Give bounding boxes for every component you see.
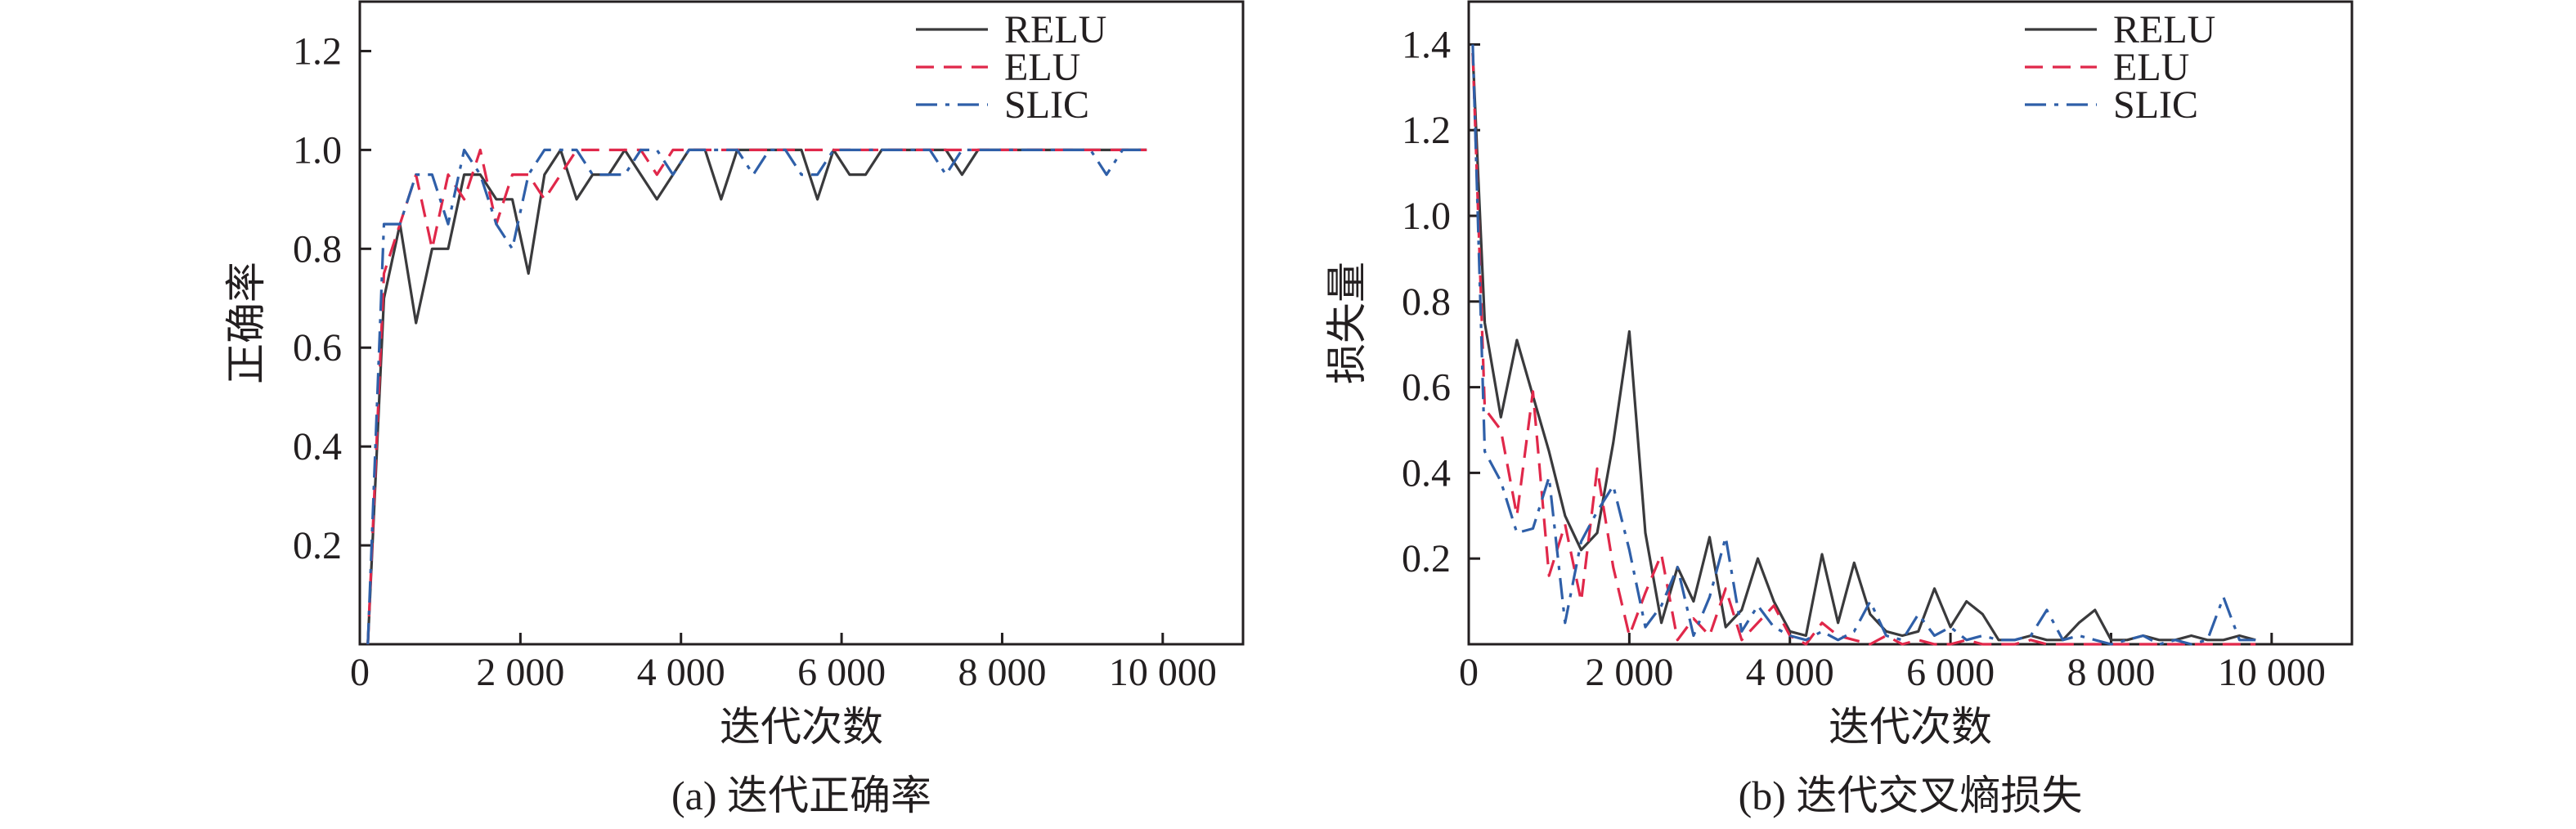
x-tick-label: 6 000 (797, 651, 886, 694)
y-tick-label: 0.2 (293, 524, 342, 567)
y-tick-label: 0.4 (1402, 451, 1451, 495)
x-tick-label: 2 000 (476, 651, 564, 694)
x-axis-label: 迭代次数 (720, 704, 883, 750)
axis-ticks: 0 2 000 4 000 6 000 8 000 10 000 0.2 0.4 0.6 0.8 1… (1402, 23, 2326, 694)
series-line-slic (1471, 44, 2256, 646)
plot-frame (1467, 0, 2354, 646)
accuracy-chart: 0 2 000 4 000 6 000 8 000 10 000 0.2 0.4 0.6 0.8 1… (223, 0, 1245, 818)
y-tick-label: 1.4 (1402, 23, 1451, 66)
x-tick-label: 4 000 (1746, 651, 1834, 694)
series-line-elu (1471, 52, 2256, 646)
series-line-relu (366, 148, 1147, 645)
legend-label-elu: ELU (2113, 46, 2189, 89)
legend-label-slic: SLIC (2113, 83, 2198, 127)
legend-label-relu: RELU (2113, 8, 2215, 52)
chart-caption: (a) 迭代正确率 (671, 773, 931, 818)
x-tick-label: 0 (350, 651, 370, 694)
y-tick-label: 0.6 (293, 326, 342, 370)
y-tick-label: 1.2 (293, 29, 342, 73)
x-tick-label: 2 000 (1585, 651, 1673, 694)
y-axis-label: 损失量 (1324, 262, 1370, 384)
axis-ticks: 0 2 000 4 000 6 000 8 000 10 000 0.2 0.4 0.6 0.8 1… (293, 29, 1217, 694)
y-tick-label: 0.2 (1402, 537, 1451, 580)
loss-chart: 0 2 000 4 000 6 000 8 000 10 000 0.2 0.4 0.6 0.8 1… (1324, 0, 2354, 818)
x-tick-label: 8 000 (958, 651, 1046, 694)
x-tick-label: 10 000 (1109, 651, 1217, 694)
y-tick-label: 1.0 (1402, 195, 1451, 238)
series-lines (1471, 44, 2256, 646)
y-axis-label: 正确率 (223, 262, 269, 384)
series-line-elu (366, 148, 1147, 645)
series-line-relu (1471, 52, 2256, 642)
x-tick-label: 0 (1459, 651, 1479, 694)
x-tick-label: 10 000 (2218, 651, 2326, 694)
y-tick-label: 1.2 (1402, 109, 1451, 152)
series-lines (366, 148, 1147, 645)
y-tick-label: 0.6 (1402, 366, 1451, 410)
plot-frame (358, 0, 1245, 646)
y-tick-label: 0.4 (293, 425, 342, 468)
x-tick-label: 6 000 (1906, 651, 1995, 694)
y-tick-label: 0.8 (1402, 280, 1451, 324)
y-tick-label: 0.8 (293, 227, 342, 271)
x-axis-label: 迭代次数 (1829, 704, 1992, 750)
chart-caption: (b) 迭代交叉熵损失 (1739, 773, 2083, 818)
y-tick-label: 1.0 (293, 128, 342, 172)
legend-label-relu: RELU (1004, 8, 1106, 52)
legend-label-slic: SLIC (1004, 83, 1089, 127)
series-line-slic (366, 148, 1147, 645)
x-tick-label: 4 000 (637, 651, 725, 694)
x-tick-label: 8 000 (2067, 651, 2155, 694)
legend-label-elu: ELU (1004, 46, 1080, 89)
